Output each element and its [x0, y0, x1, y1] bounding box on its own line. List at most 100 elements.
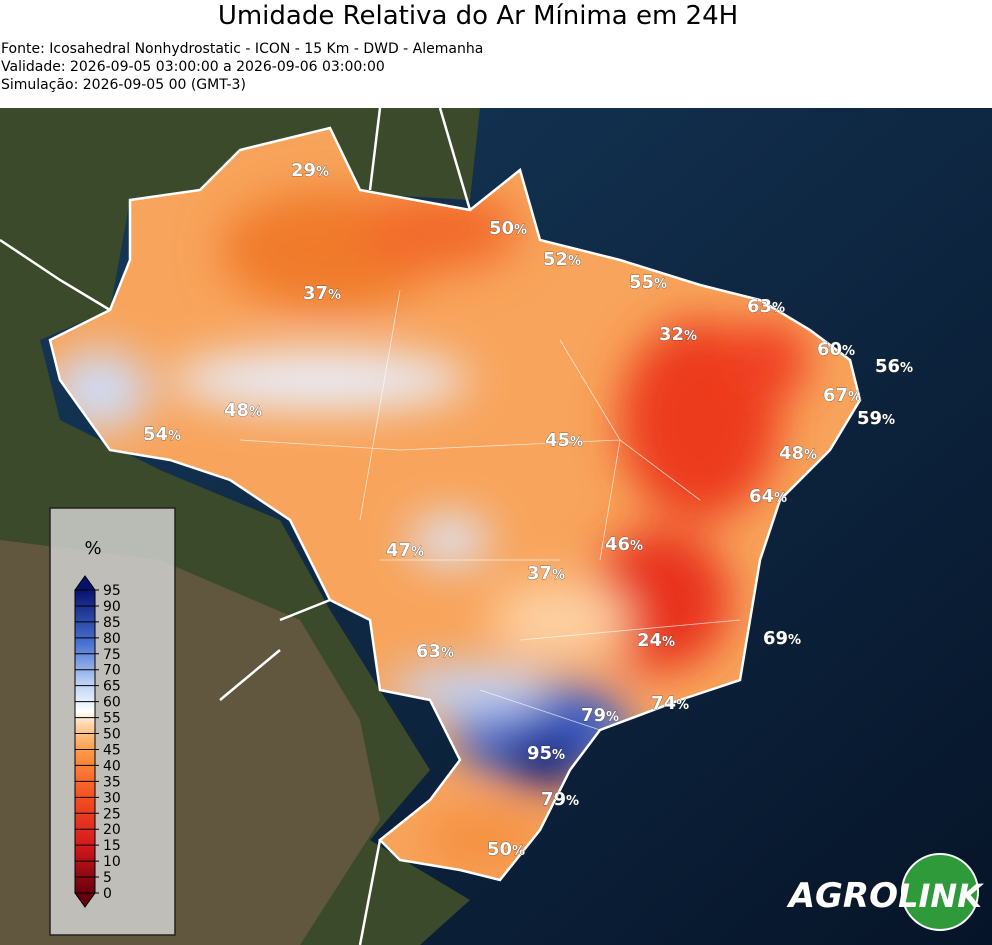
rh-value: 63 [416, 641, 441, 662]
rh-label: 47% [386, 540, 424, 561]
rh-label: 54% [143, 424, 181, 445]
rh-unit: % [328, 288, 341, 303]
rh-unit: % [552, 748, 565, 763]
rh-value: 95 [527, 743, 552, 764]
rh-value: 54 [143, 424, 168, 445]
rh-label: 52% [543, 249, 581, 270]
rh-value: 59 [857, 408, 882, 429]
rh-label: 64% [749, 486, 787, 507]
rh-value: 37 [527, 563, 552, 584]
colorbar-tick-label: 70 [103, 663, 121, 679]
colorbar-tick-label: 0 [103, 886, 112, 902]
rh-label: 50% [487, 839, 525, 860]
colorbar-box [49, 507, 176, 936]
rh-value: 63 [747, 296, 772, 317]
rh-unit: % [566, 794, 579, 809]
rh-unit: % [772, 301, 785, 316]
rh-unit: % [316, 165, 329, 180]
colorbar-tick-label: 95 [103, 583, 121, 599]
rh-unit: % [900, 361, 913, 376]
rh-value: 64 [749, 486, 774, 507]
rh-label: 79% [581, 705, 619, 726]
rh-label: 24% [637, 630, 675, 651]
rh-label: 45% [545, 430, 583, 451]
rh-value: 48 [224, 400, 249, 421]
rh-unit: % [249, 405, 262, 420]
rh-value: 48 [779, 443, 804, 464]
info-line: Validade: 2026-09-05 03:00:00 a 2026-09-… [1, 59, 385, 75]
logo-circle [901, 853, 979, 931]
colorbar-tick-label: 45 [103, 742, 121, 758]
title: Umidade Relativa do Ar Mínima em 24H [218, 1, 738, 31]
rh-value: 50 [487, 839, 512, 860]
rh-unit: % [512, 844, 525, 859]
rh-unit: % [662, 635, 675, 650]
rh-value: 46 [605, 534, 630, 555]
rh-unit: % [630, 539, 643, 554]
rh-value: 37 [303, 283, 328, 304]
rh-value: 52 [543, 249, 568, 270]
colorbar-tick-label: 25 [103, 806, 121, 822]
rh-label: 63% [747, 296, 785, 317]
info-line: Fonte: Icosahedral Nonhydrostatic - ICON… [1, 41, 483, 57]
borders [0, 107, 862, 945]
rh-label: 55% [629, 272, 667, 293]
rh-unit: % [168, 429, 181, 444]
rh-value: 79 [581, 705, 606, 726]
rh-unit: % [411, 545, 424, 560]
rh-unit: % [606, 710, 619, 725]
rh-value: 56 [875, 356, 900, 377]
rh-value: 79 [541, 789, 566, 810]
colorbar-tick-label: 35 [103, 774, 121, 790]
colorbar-tick-label: 30 [103, 790, 121, 806]
rh-label: 48% [779, 443, 817, 464]
map-labels: 29%50%52%55%37%63%32%60%56%67%59%48%54% 4… [143, 160, 914, 861]
logo: AGRO LINK [785, 853, 984, 931]
rh-label: 32% [659, 324, 697, 345]
rh-label: 29% [291, 160, 329, 181]
rh-label: 67% [823, 385, 861, 406]
colorbar-tick-label: 75 [103, 647, 121, 663]
rh-label: 56% [875, 356, 913, 377]
rh-unit: % [842, 344, 855, 359]
rh-unit: % [848, 390, 861, 405]
rh-value: 67 [823, 385, 848, 406]
rh-label: 74% [651, 693, 689, 714]
rh-value: 50 [489, 218, 514, 239]
logo-link: LINK [898, 877, 984, 915]
rh-unit: % [684, 329, 697, 344]
rh-value: 60 [817, 339, 842, 360]
colorbar-tick-label: 90 [103, 599, 121, 615]
colorbar-tick-label: 5 [103, 870, 112, 886]
colorbar-tick-label: 20 [103, 822, 121, 838]
rh-value: 32 [659, 324, 684, 345]
rh-unit: % [654, 277, 667, 292]
rh-value: 24 [637, 630, 662, 651]
rh-value: 55 [629, 272, 654, 293]
rh-value: 47 [386, 540, 411, 561]
rh-value: 29 [291, 160, 316, 181]
rh-value: 45 [545, 430, 570, 451]
state-borders [239, 289, 741, 731]
rh-label: 37% [303, 283, 341, 304]
rh-value: 74 [651, 693, 676, 714]
rh-label: 69% [763, 628, 801, 649]
rh-label: 59% [857, 408, 895, 429]
rh-label: 60% [817, 339, 855, 360]
rh-label: 46% [605, 534, 643, 555]
rh-unit: % [676, 698, 689, 713]
colorbar-bar [74, 589, 96, 894]
rh-unit: % [441, 646, 454, 661]
rh-label: 48% [224, 400, 262, 421]
rh-label: 50% [489, 218, 527, 239]
colorbar-tick-label: 15 [103, 838, 121, 854]
rh-unit: % [568, 254, 581, 269]
colorbar-tick-label: 60 [103, 695, 121, 711]
rh-value: 69 [763, 628, 788, 649]
rh-unit: % [570, 435, 583, 450]
colorbar-tick-label: 65 [103, 679, 121, 695]
rh-unit: % [788, 633, 801, 648]
rh-label: 63% [416, 641, 454, 662]
rh-unit: % [514, 223, 527, 238]
